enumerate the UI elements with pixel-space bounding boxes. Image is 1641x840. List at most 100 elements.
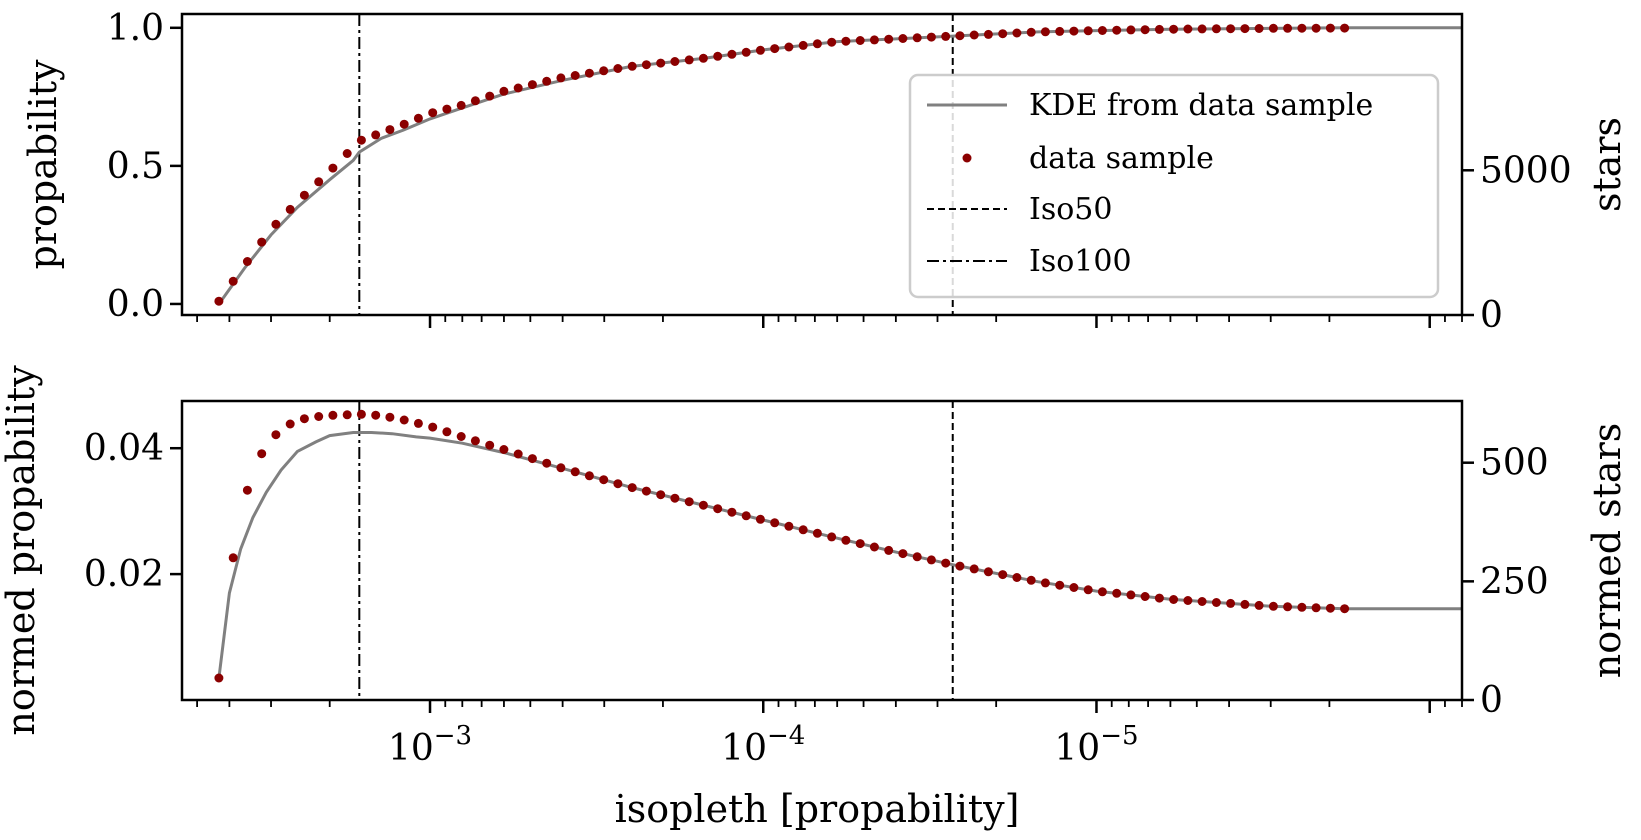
data-point — [1254, 24, 1264, 33]
data-point — [812, 39, 822, 49]
data-point — [784, 42, 794, 52]
data-point — [242, 485, 252, 495]
data-point — [770, 44, 780, 54]
kde-line — [217, 431, 1462, 679]
data-point — [499, 445, 509, 454]
data-point — [584, 471, 594, 481]
data-point — [271, 219, 281, 229]
top-y-axis-label: propability — [21, 59, 65, 269]
y-tick-label: 0.04 — [84, 428, 164, 469]
data-point — [371, 130, 381, 140]
data-point — [884, 545, 894, 555]
data-point — [1026, 27, 1036, 37]
top-ticks: 0.0 0.5 1.0 0 5000 — [107, 8, 1572, 336]
y2-tick-label: 0 — [1480, 680, 1503, 721]
data-point — [413, 418, 423, 428]
legend-iso50-label: Iso50 — [1029, 192, 1112, 227]
data-point — [371, 410, 381, 420]
data-point — [1340, 23, 1350, 33]
data-point — [656, 490, 666, 500]
data-point — [713, 51, 723, 61]
data-point — [1112, 25, 1122, 35]
data-point — [470, 96, 480, 106]
bottom-axes-frame — [180, 399, 1464, 702]
data-point — [1097, 26, 1107, 35]
data-point — [527, 454, 537, 464]
data-point — [542, 76, 552, 86]
bottom-data-sample-series — [214, 409, 1350, 683]
data-point — [827, 37, 837, 47]
data-point — [1311, 603, 1321, 613]
data-point — [998, 570, 1008, 580]
data-point — [969, 30, 979, 40]
data-point — [1183, 596, 1193, 605]
data-point — [314, 177, 324, 187]
data-point — [428, 108, 438, 118]
data-point — [228, 276, 238, 286]
data-point — [271, 430, 281, 440]
data-point — [983, 29, 993, 39]
data-point — [1169, 24, 1179, 34]
data-point — [342, 410, 352, 420]
x-axis-label: isopleth [propability] — [615, 787, 1020, 831]
data-point — [257, 237, 267, 247]
data-point — [941, 558, 951, 568]
data-point — [285, 419, 295, 429]
legend: KDE from data sample data sample Iso50 I… — [908, 73, 1440, 299]
data-point — [926, 555, 936, 565]
data-point — [599, 475, 609, 485]
data-point — [442, 104, 452, 114]
data-point — [1197, 24, 1207, 34]
data-point — [356, 409, 366, 419]
data-point — [542, 458, 552, 468]
data-point — [741, 511, 751, 521]
data-point — [1055, 26, 1065, 36]
data-point — [214, 673, 224, 683]
data-point — [1240, 599, 1250, 609]
legend-iso100-label: Iso100 — [1029, 244, 1132, 279]
data-point — [627, 483, 637, 493]
data-point — [912, 552, 922, 562]
data-point — [855, 36, 865, 45]
data-point — [1126, 590, 1136, 600]
top-right-axis-label: stars — [1585, 117, 1629, 212]
data-point — [841, 36, 851, 46]
data-point — [299, 414, 309, 424]
data-point — [328, 410, 338, 420]
data-point — [641, 486, 651, 496]
y2-tick-label: 0 — [1480, 295, 1503, 336]
data-point — [1126, 25, 1136, 35]
data-point — [869, 542, 879, 552]
y-tick-label: 0.02 — [84, 554, 164, 595]
data-point — [912, 33, 922, 43]
data-point — [1154, 593, 1164, 603]
data-point — [670, 493, 680, 503]
data-point — [798, 525, 808, 535]
data-point — [1283, 602, 1293, 612]
y-tick-label: 0.0 — [107, 284, 164, 325]
x-tick-label: 10−3 — [388, 721, 472, 769]
data-point — [485, 91, 495, 101]
data-point — [1012, 28, 1022, 38]
bottom-ticks: 0.02 0.04 0 250 500 10−3 10−4 10−5 — [84, 428, 1549, 769]
legend-data-sample-swatch — [962, 153, 972, 163]
data-point — [613, 64, 623, 73]
data-point — [884, 34, 894, 44]
data-point — [698, 500, 708, 510]
data-point — [1140, 592, 1150, 601]
data-point — [1140, 25, 1150, 35]
data-point — [556, 73, 566, 83]
data-point — [228, 553, 238, 563]
data-point — [755, 514, 765, 524]
data-point — [1268, 23, 1278, 33]
data-point — [1283, 23, 1293, 33]
data-point — [1211, 24, 1221, 34]
data-point — [1297, 23, 1307, 33]
data-point — [1325, 603, 1335, 613]
data-point — [827, 532, 837, 542]
data-point — [513, 449, 523, 459]
data-point — [727, 49, 737, 59]
y2-tick-label: 250 — [1480, 561, 1549, 602]
y2-tick-label: 500 — [1480, 443, 1549, 484]
